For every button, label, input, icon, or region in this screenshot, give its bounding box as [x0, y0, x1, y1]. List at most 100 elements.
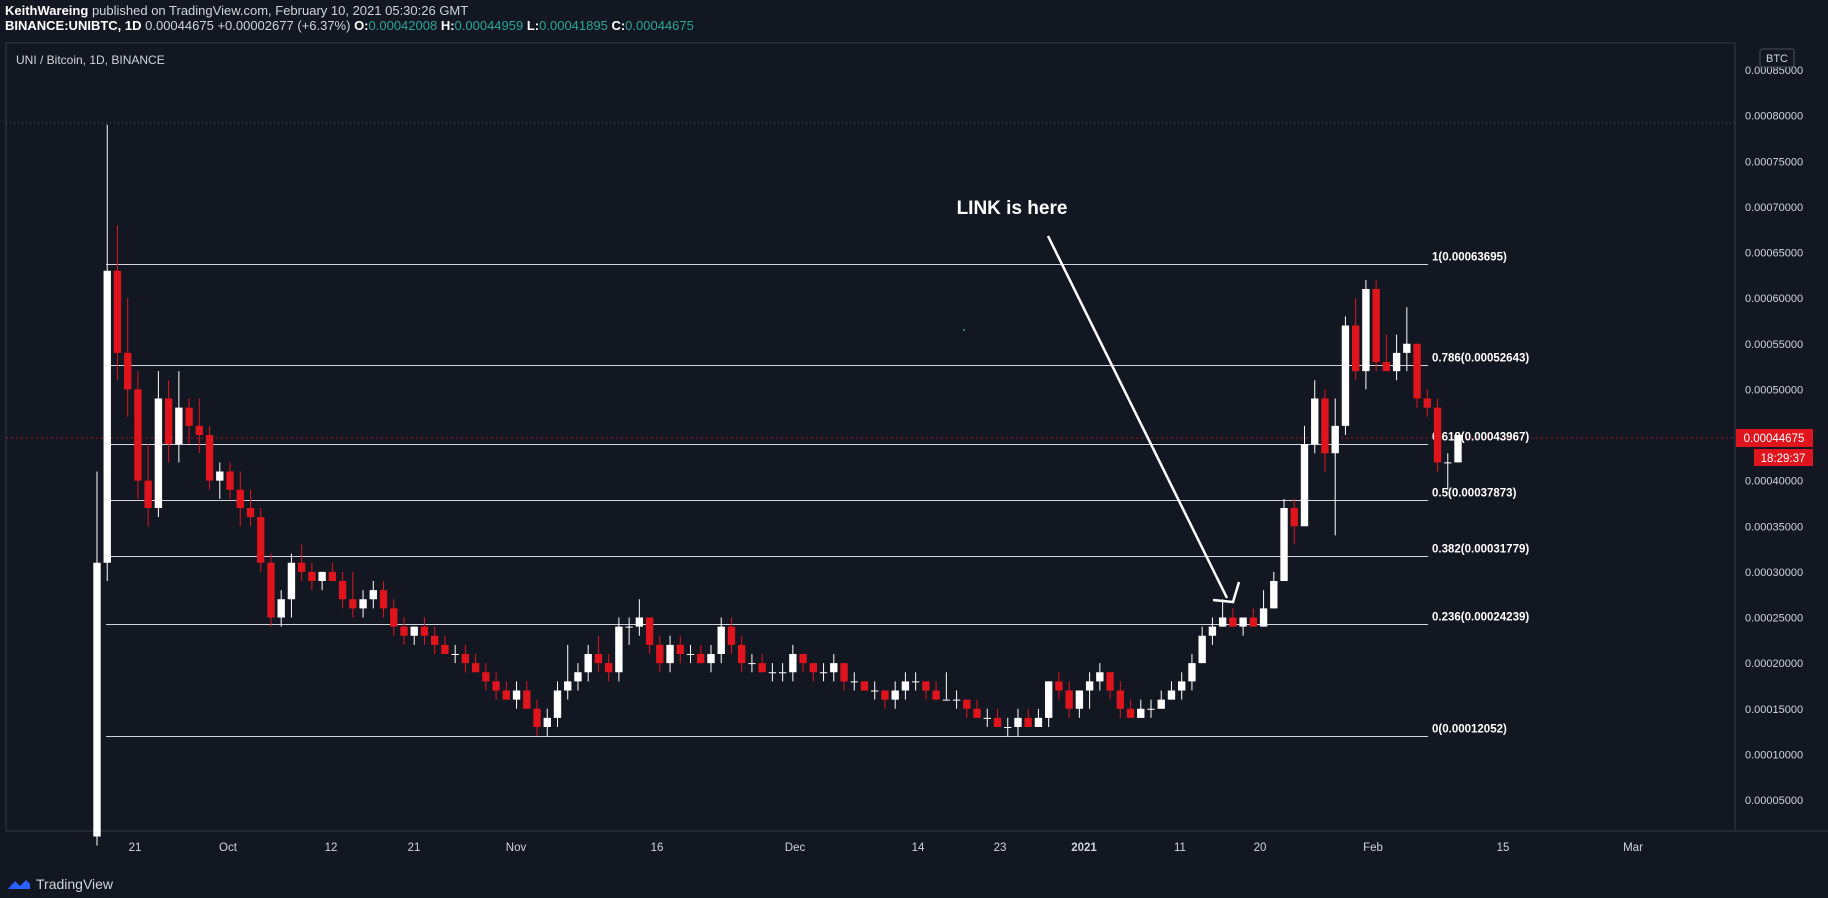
candle-body: [441, 644, 449, 654]
candle-body: [615, 626, 623, 673]
stray-dot: [963, 329, 965, 331]
currency-badge-box[interactable]: [1759, 48, 1795, 68]
candle-body: [1218, 617, 1227, 627]
currency-badge: BTC: [1766, 53, 1788, 65]
x-tick-label: Feb: [1363, 842, 1383, 854]
candle-body: [860, 681, 869, 691]
candle-body: [625, 626, 633, 628]
last-price: 0.00044675: [145, 18, 214, 33]
candle-body: [369, 590, 377, 600]
candle-body: [1382, 362, 1391, 372]
candle-body: [451, 654, 459, 655]
candle-body: [1413, 343, 1421, 399]
candle-body: [1065, 690, 1073, 709]
annotation-arrow-line[interactable]: [1046, 235, 1229, 599]
candle-body: [1249, 617, 1258, 627]
price-change: +0.00002677 (+6.37%): [217, 18, 351, 33]
candle-body: [830, 663, 838, 673]
low-label: L:: [526, 18, 540, 33]
candle-body: [195, 425, 204, 435]
fib-level-label: 0.618(0.00043967): [1432, 432, 1529, 444]
candle-body: [277, 599, 285, 618]
tradingview-logo-icon: [8, 880, 30, 889]
candle-body: [553, 690, 562, 718]
candle-body: [717, 626, 725, 654]
candle-body: [871, 690, 879, 692]
candle-body: [922, 681, 930, 691]
author-name[interactable]: KeithWareing: [5, 3, 89, 18]
fib-level-label: 0.382(0.00031779): [1432, 544, 1529, 556]
candle-body: [1229, 617, 1237, 627]
candle-body: [318, 571, 326, 581]
close-value: 0.00044675: [625, 18, 694, 33]
fib-level-label: 0.786(0.00052643): [1432, 353, 1529, 365]
candle-body: [461, 654, 470, 664]
y-tick-label: 0.00080000: [1745, 111, 1803, 123]
candle-body: [1085, 681, 1094, 691]
countdown-timer: 18:29:37: [1761, 453, 1806, 465]
candle-body: [267, 562, 275, 618]
x-tick-label: Mar: [1623, 842, 1643, 854]
candle-body: [697, 654, 705, 664]
candle-body: [778, 672, 787, 674]
watermark-label: TradingView: [36, 876, 114, 892]
candle-body: [1014, 717, 1022, 727]
candle-body: [349, 599, 357, 609]
pane-title: UNI / Bitcoin, 1D, BINANCE: [16, 53, 165, 67]
candle-body: [819, 672, 828, 674]
candle-body: [707, 654, 715, 664]
candle-body: [144, 480, 152, 508]
tradingview-watermark[interactable]: TradingView: [6, 876, 113, 892]
x-tick-label: 21: [129, 842, 142, 854]
candle-body: [1106, 672, 1114, 691]
candle-body: [154, 398, 163, 508]
candle-body: [789, 654, 797, 673]
candle-body: [1167, 690, 1176, 700]
candle-body: [1239, 617, 1247, 627]
candle-body: [523, 690, 531, 709]
candle-body: [983, 717, 991, 719]
candle-body: [604, 663, 613, 673]
y-tick-label: 0.00060000: [1745, 293, 1803, 305]
candle-body: [891, 690, 899, 700]
open-label: O:: [354, 18, 369, 33]
candle-body: [1157, 699, 1165, 709]
candle-body: [1392, 352, 1401, 372]
x-tick-label: 2021: [1071, 842, 1097, 854]
candle-body: [1004, 727, 1012, 728]
candle-body: [1096, 672, 1104, 682]
y-tick-label: 0.00030000: [1745, 567, 1803, 579]
low-value: 0.00041895: [539, 18, 608, 33]
candle-body: [390, 608, 398, 627]
candle-body: [471, 663, 480, 673]
time-axis[interactable]: 21 Oct 12 21 Nov 16 Dec 14 23 2021 11 20 Feb 15 Mar: [129, 842, 1643, 854]
candle-body: [666, 644, 674, 664]
y-tick-label: 0.00070000: [1745, 202, 1803, 214]
candles: [93, 124, 1462, 846]
y-tick-label: 0.00050000: [1745, 384, 1803, 396]
high-label: H:: [440, 18, 455, 33]
x-tick-label: 15: [1497, 842, 1510, 854]
candle-body: [758, 663, 766, 673]
candle-body: [1290, 508, 1298, 527]
candle-body: [297, 562, 306, 572]
annotation-text[interactable]: LINK is here: [957, 198, 1068, 219]
y-tick-label: 0.00055000: [1745, 339, 1803, 351]
y-tick-label: 0.00065000: [1745, 248, 1803, 260]
candle-body: [676, 644, 684, 654]
candle-body: [942, 699, 951, 701]
candle-body: [543, 717, 551, 727]
candle-body: [1433, 407, 1442, 463]
fib-retracement[interactable]: 1(0.00063695) 0.786(0.00052643) 0.618(0.00…: [106, 252, 1529, 737]
candle-body: [420, 626, 429, 636]
candle-body: [881, 690, 889, 700]
candle-body: [1024, 717, 1032, 727]
x-tick-label: 23: [994, 842, 1007, 854]
candle-body: [1188, 663, 1196, 682]
candle-body: [93, 562, 101, 837]
candle-body: [1362, 289, 1370, 372]
candle-body: [103, 270, 111, 563]
candle-body: [1300, 444, 1309, 527]
candle-body: [1372, 289, 1380, 362]
